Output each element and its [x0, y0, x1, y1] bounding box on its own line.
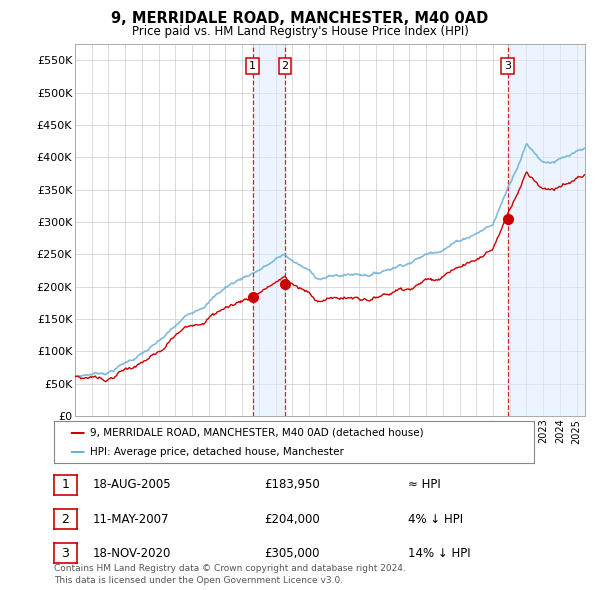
Text: 2: 2 [281, 61, 289, 71]
Text: HPI: Average price, detached house, Manchester: HPI: Average price, detached house, Manc… [90, 447, 344, 457]
Text: 3: 3 [61, 547, 70, 560]
Text: 9, MERRIDALE ROAD, MANCHESTER, M40 0AD: 9, MERRIDALE ROAD, MANCHESTER, M40 0AD [112, 11, 488, 25]
Text: 4% ↓ HPI: 4% ↓ HPI [408, 513, 463, 526]
Text: 1: 1 [249, 61, 256, 71]
Text: ≈ HPI: ≈ HPI [408, 478, 441, 491]
Text: £183,950: £183,950 [264, 478, 320, 491]
Bar [253, 44, 285, 416]
Text: Contains HM Land Registry data © Crown copyright and database right 2024.
This d: Contains HM Land Registry data © Crown c… [54, 564, 406, 585]
Text: £204,000: £204,000 [264, 513, 320, 526]
Text: 18-NOV-2020: 18-NOV-2020 [93, 547, 172, 560]
Text: 14% ↓ HPI: 14% ↓ HPI [408, 547, 470, 560]
Text: 2: 2 [61, 513, 70, 526]
Bar [508, 44, 585, 416]
Text: 9, MERRIDALE ROAD, MANCHESTER, M40 0AD (detached house): 9, MERRIDALE ROAD, MANCHESTER, M40 0AD (… [90, 427, 424, 437]
Text: —: — [69, 425, 85, 440]
Text: 18-AUG-2005: 18-AUG-2005 [93, 478, 172, 491]
Text: —: — [69, 444, 85, 459]
Text: 11-MAY-2007: 11-MAY-2007 [93, 513, 170, 526]
Text: 1: 1 [61, 478, 70, 491]
Text: £305,000: £305,000 [264, 547, 320, 560]
Text: Price paid vs. HM Land Registry's House Price Index (HPI): Price paid vs. HM Land Registry's House … [131, 25, 469, 38]
Text: 3: 3 [504, 61, 511, 71]
